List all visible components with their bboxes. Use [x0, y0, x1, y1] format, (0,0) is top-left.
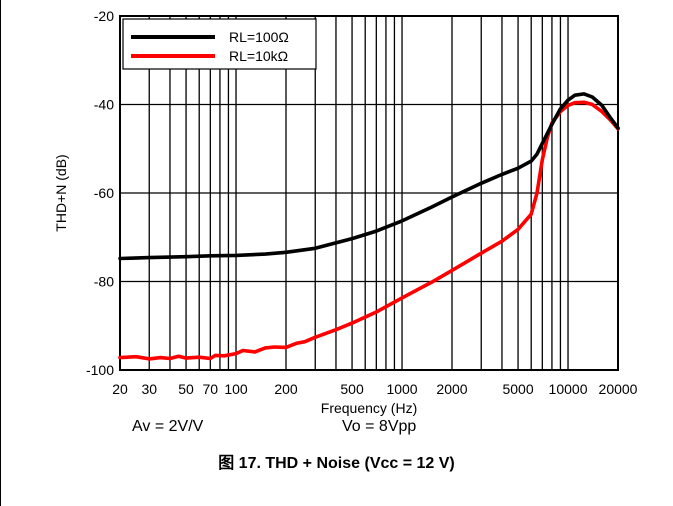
x-tick-label: 20 [112, 381, 128, 397]
x-tick-label: 2000 [436, 381, 467, 397]
x-tick-label: 70 [203, 381, 219, 397]
x-tick-label: 50 [178, 381, 194, 397]
y-tick-label: -20 [94, 8, 114, 24]
x-tick-label: 10000 [549, 381, 588, 397]
x-tick-label: 30 [141, 381, 157, 397]
x-tick-label: 1000 [386, 381, 417, 397]
y-tick-label: -40 [94, 97, 114, 113]
series-line-rl-100 [118, 92, 620, 261]
x-tick-label: 100 [224, 381, 248, 397]
gain-note: Av = 2V/V [132, 418, 204, 435]
page-border-line [0, 0, 1, 506]
legend-box [122, 18, 317, 70]
y-axis-label: THD+N (dB) [53, 154, 69, 231]
x-tick-labels: 20 30 50 70 100 200 500 1000 2000 5000 10000 20000 [112, 381, 637, 397]
output-voltage-note: Vo = 8Vpp [342, 418, 417, 435]
x-tick-label: 20000 [599, 381, 638, 397]
x-tick-label: 200 [274, 381, 298, 397]
plot-frame [119, 15, 619, 371]
y-tick-labels: -100 -80 -60 -40 -20 [86, 8, 114, 378]
x-axis-label: Frequency (Hz) [321, 400, 417, 416]
series-line-rl-10k [118, 100, 620, 361]
y-tick-label: -100 [86, 362, 114, 378]
legend-label-rl-100: RL=100Ω [229, 29, 289, 45]
x-tick-label: 500 [340, 381, 364, 397]
legend: RL=100Ω RL=10kΩ [122, 18, 317, 70]
legend-label-rl-10k: RL=10kΩ [229, 48, 288, 64]
grid-lines [120, 16, 618, 370]
x-tick-label: 5000 [502, 381, 533, 397]
series-layer [118, 92, 620, 361]
y-tick-label: -60 [94, 185, 114, 201]
y-tick-label: -80 [94, 274, 114, 290]
figure-caption: 图 17. THD + Noise (Vcc = 12 V) [218, 455, 455, 472]
plot-border [119, 15, 619, 371]
